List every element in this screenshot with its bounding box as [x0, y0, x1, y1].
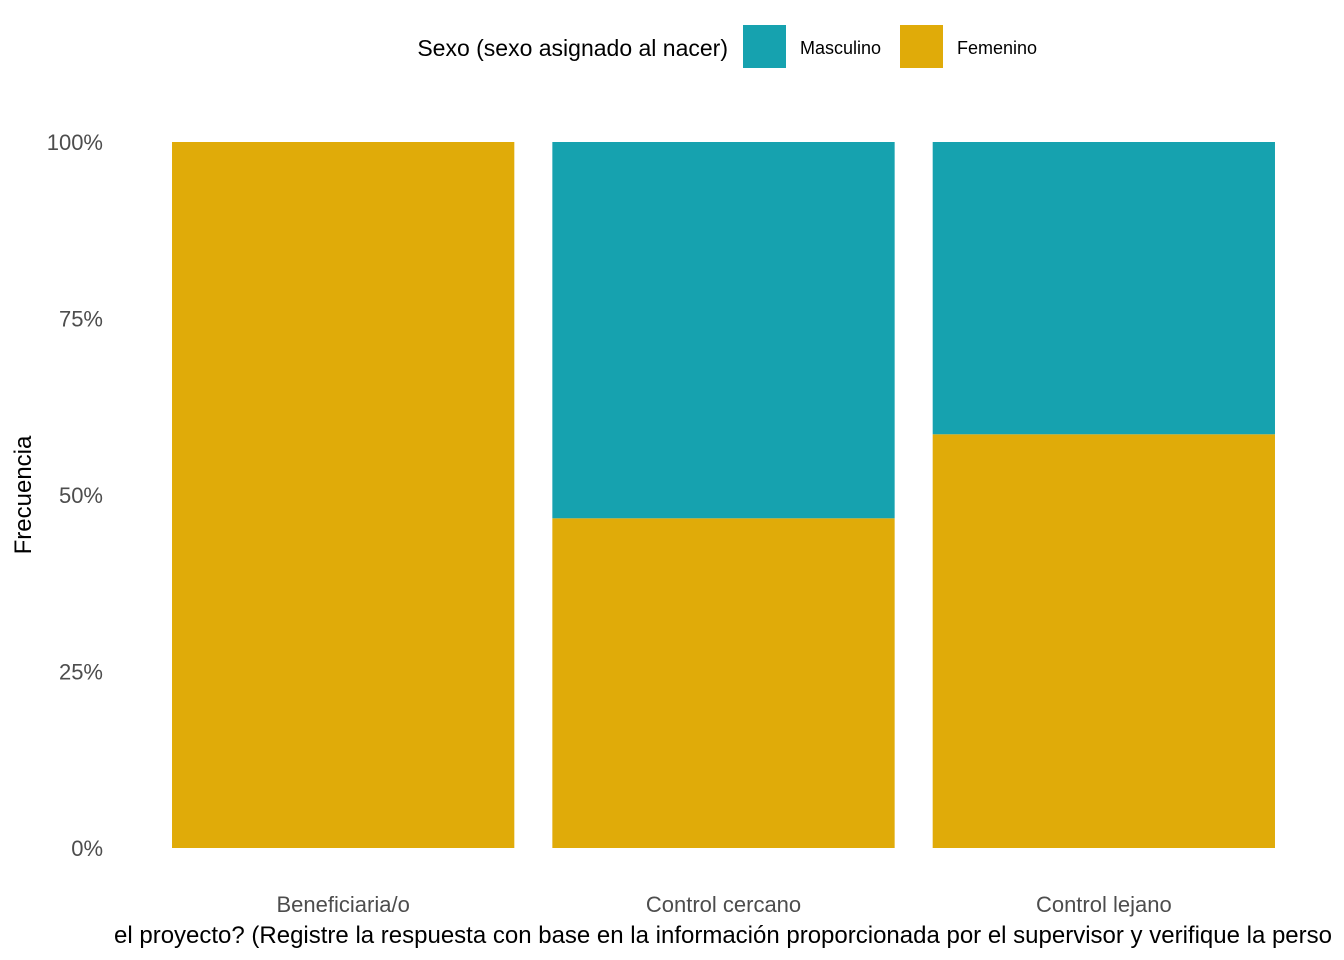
x-axis-title: el proyecto? (Registre la respuesta con …	[114, 922, 1332, 949]
y-axis-title: Frecuencia	[10, 435, 37, 554]
y-tick-label: 0%	[71, 836, 103, 861]
x-tick-label: Beneficiaria/o	[277, 892, 410, 917]
bar-control-cercano-masculino	[552, 142, 895, 519]
legend-swatch-masculino	[743, 25, 786, 68]
bars	[172, 142, 1275, 848]
bar-control-lejano-masculino	[932, 142, 1275, 435]
y-tick-label: 100%	[47, 130, 103, 155]
bar-control-lejano-femenino	[932, 434, 1275, 848]
x-tick-label: Control lejano	[1036, 892, 1172, 917]
x-axis-ticks: Beneficiaria/o Control cercano Control lej…	[277, 892, 1172, 917]
legend-title: Sexo (sexo asignado al nacer)	[417, 35, 728, 61]
legend-swatch-femenino	[900, 25, 943, 68]
y-tick-label: 75%	[59, 307, 103, 332]
y-tick-label: 50%	[59, 483, 103, 508]
legend: Sexo (sexo asignado al nacer) Masculino F…	[417, 25, 1037, 68]
legend-label-masculino: Masculino	[800, 38, 881, 58]
legend-label-femenino: Femenino	[957, 38, 1037, 58]
x-tick-label: Control cercano	[646, 892, 801, 917]
y-tick-label: 25%	[59, 660, 103, 685]
bar-control-cercano-femenino	[552, 518, 895, 848]
y-axis-ticks: 0% 25% 50% 75% 100%	[47, 130, 103, 861]
bar-beneficiaria-o-femenino	[172, 142, 515, 848]
legend-entries: Masculino Femenino	[743, 25, 1037, 68]
